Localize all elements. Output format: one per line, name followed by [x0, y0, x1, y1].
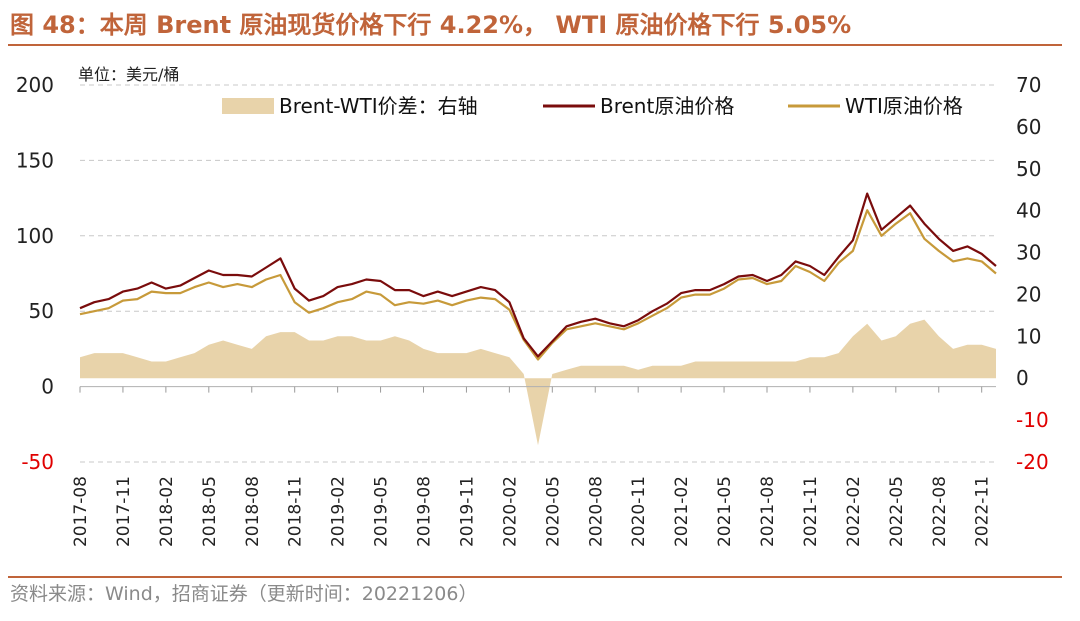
spread-area — [80, 319, 996, 446]
x-tick-label-21: 2022-11 — [973, 476, 993, 547]
title-divider — [8, 44, 1062, 46]
right-tick-label-5: 30 — [1016, 241, 1041, 265]
x-tick-label-16: 2021-08 — [758, 476, 778, 547]
right-tick-label-9: 70 — [1016, 73, 1041, 97]
left-tick-label-3: 100 — [16, 224, 54, 248]
x-tick-label-4: 2018-08 — [243, 476, 263, 547]
x-tick-label-9: 2019-11 — [457, 476, 477, 547]
right-tick-label-3: 10 — [1016, 324, 1041, 348]
left-tick-label-1: 0 — [41, 375, 54, 399]
figure-title: 图 48：本周 Brent 原油现货价格下行 4.22%， WTI 原油价格下行… — [10, 11, 852, 39]
x-tick-label-0: 2017-08 — [71, 476, 91, 547]
legend-label-wti: WTI原油价格 — [845, 94, 963, 118]
x-tick-label-12: 2020-08 — [586, 476, 606, 547]
x-tick-label-19: 2022-05 — [887, 476, 907, 547]
right-tick-label-6: 40 — [1016, 199, 1041, 223]
source-note: 资料来源：Wind，招商证券（更新时间：20221206） — [10, 583, 478, 605]
left-tick-label-0: -50 — [21, 450, 54, 474]
wti-line — [79, 209, 997, 361]
x-tick-label-13: 2020-11 — [629, 476, 649, 547]
x-tick-label-14: 2021-02 — [672, 476, 692, 547]
x-tick-label-17: 2021-11 — [801, 476, 821, 547]
right-tick-label-7: 50 — [1016, 157, 1041, 181]
x-tick-label-1: 2017-11 — [114, 476, 134, 547]
x-axis-ticks: 2017-08 2017-11 2018-02 2018-05 2018-08 2018-… — [71, 476, 993, 547]
right-axis-ticks: -20 -10 0 10 20 30 40 50 60 70 — [1016, 73, 1049, 474]
x-tick-label-3: 2018-05 — [200, 476, 220, 547]
x-tick-label-7: 2019-05 — [372, 476, 392, 547]
right-tick-label-8: 60 — [1016, 115, 1041, 139]
legend: Brent-WTI价差：右轴 Brent原油价格 WTI原油价格 — [222, 94, 963, 118]
right-tick-label-4: 20 — [1016, 282, 1041, 306]
price-line-series — [79, 192, 997, 361]
left-tick-label-2: 50 — [29, 299, 54, 323]
left-tick-label-5: 200 — [16, 73, 54, 97]
brent-line — [79, 192, 997, 358]
left-tick-label-4: 150 — [16, 148, 54, 172]
right-tick-label-0: -20 — [1016, 450, 1049, 474]
right-tick-label-2: 0 — [1016, 366, 1029, 390]
x-tick-label-10: 2020-02 — [500, 476, 520, 547]
x-tick-label-20: 2022-08 — [930, 476, 950, 547]
legend-label-spread: Brent-WTI价差：右轴 — [279, 94, 478, 118]
x-tick-label-11: 2020-05 — [543, 476, 563, 547]
x-tick-label-15: 2021-05 — [715, 476, 735, 547]
left-axis-ticks: -50 0 50 100 150 200 — [16, 73, 54, 474]
x-tick-label-8: 2019-08 — [415, 476, 435, 547]
x-tick-label-2: 2018-02 — [157, 476, 177, 547]
x-tick-label-6: 2019-02 — [329, 476, 349, 547]
axes — [79, 386, 996, 393]
spread-area-series — [80, 319, 996, 446]
x-tick-label-18: 2022-02 — [844, 476, 864, 547]
legend-swatch-spread — [222, 98, 274, 114]
source-divider — [8, 576, 1062, 578]
unit-label: 单位：美元/桶 — [78, 65, 179, 84]
legend-label-brent: Brent原油价格 — [600, 94, 734, 118]
x-tick-label-5: 2018-11 — [286, 476, 306, 547]
right-tick-label-1: -10 — [1016, 408, 1049, 432]
